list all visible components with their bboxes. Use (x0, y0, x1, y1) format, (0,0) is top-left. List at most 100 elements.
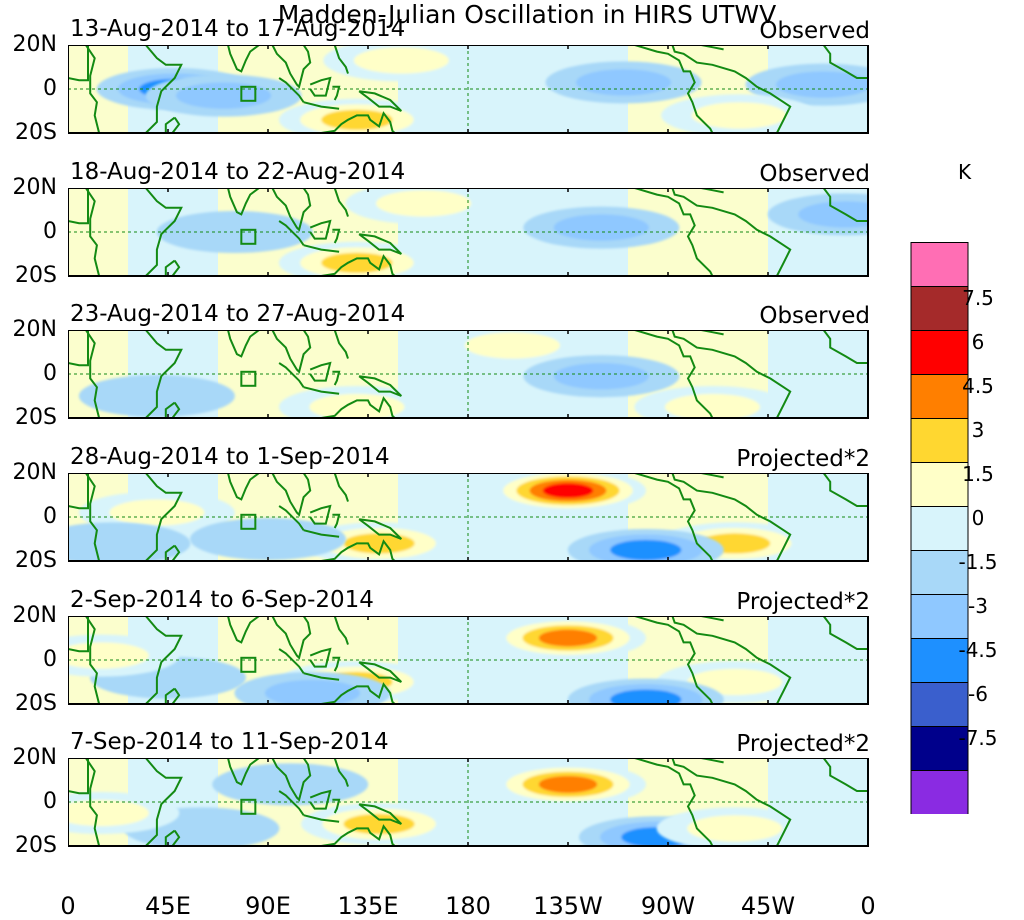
coastline (321, 824, 396, 846)
anomaly-contour (575, 69, 672, 96)
x-tick-label: 0 (60, 892, 76, 920)
colorbar-swatch (910, 330, 969, 375)
colorbar-label: 7.5 (962, 286, 994, 310)
coastline (333, 616, 349, 645)
x-tick-label: 180 (445, 892, 491, 920)
region-box-marker (240, 228, 257, 245)
anomaly-contour (464, 332, 561, 359)
coastline (358, 661, 403, 683)
coastline (634, 330, 714, 418)
coastline (145, 45, 183, 133)
x-tick-label: 45E (145, 892, 191, 920)
anomaly-blob (767, 193, 868, 236)
coastline (219, 473, 260, 501)
anomaly-blob (656, 807, 813, 846)
coastline (145, 330, 183, 418)
coastline (671, 473, 792, 561)
y-tick-label: 0 (43, 219, 57, 244)
coastline (84, 473, 101, 561)
coastline (271, 188, 312, 232)
coastline (309, 647, 332, 668)
anomaly-blob (190, 518, 346, 560)
anomaly-blob (490, 617, 646, 659)
y-tick-label: 0 (43, 76, 57, 101)
coastline (321, 396, 396, 418)
y-tick-label: 20N (12, 603, 57, 628)
coastline (303, 244, 340, 253)
anomaly-blob (145, 74, 302, 117)
colorbar-label: -1.5 (958, 550, 998, 574)
anomaly-contour (610, 689, 682, 704)
coastline (321, 682, 396, 704)
coastline (164, 116, 181, 133)
y-tick-label: 20S (15, 405, 57, 430)
anomaly-contour (553, 214, 649, 241)
coastline (219, 45, 260, 73)
anomaly-blob (567, 529, 724, 561)
coastline (84, 45, 101, 133)
coastline (321, 254, 396, 276)
coastline (634, 188, 714, 276)
anomaly-contour (190, 518, 346, 560)
coastline (164, 259, 181, 276)
coastline (271, 473, 312, 517)
anomaly-blob (68, 522, 191, 561)
coastline (333, 330, 349, 359)
coastline (219, 188, 260, 216)
colorbar-label: -3 (968, 594, 988, 618)
y-tick-label: 0 (43, 647, 57, 672)
region-box-marker (240, 656, 257, 673)
x-tick-label: 0 (860, 892, 876, 920)
anomaly-contour (264, 679, 360, 704)
colorbar-swatch (910, 418, 969, 463)
panel-date-label: 13-Aug-2014 to 17-Aug-2014 (70, 16, 406, 42)
panel-status-label: Observed (759, 161, 870, 187)
coastline (332, 656, 341, 672)
colorbar (910, 242, 969, 814)
colorbar-label: 1.5 (962, 462, 994, 486)
colorbar-swatch (910, 594, 969, 639)
panel-3: 23-Aug-2014 to 27-Aug-2014 Observed 20N 0 20… (0, 300, 1024, 443)
anomaly-contour (691, 102, 787, 129)
y-tick-label: 20N (12, 32, 57, 57)
colorbar-label: -6 (968, 682, 988, 706)
anomaly-contour (542, 483, 594, 499)
colorbar-swatch (910, 682, 969, 727)
coastline (358, 803, 403, 825)
y-tick-label: 20S (15, 548, 57, 573)
panel-status-label: Observed (759, 303, 870, 329)
coastline (332, 798, 341, 814)
colorbar-label: 4.5 (962, 374, 994, 398)
coastline (164, 544, 181, 561)
coastline (332, 370, 341, 386)
heatmap-panel-3 (68, 330, 869, 419)
coastline (84, 616, 101, 704)
anomaly-contour (68, 799, 149, 827)
coastline (671, 758, 792, 846)
anomaly-blob (345, 188, 502, 225)
coastline (822, 45, 868, 79)
coastline (634, 758, 714, 846)
coastline (219, 758, 260, 786)
anomaly-blob (490, 473, 646, 512)
anomaly-contour (664, 393, 760, 418)
coastline (219, 330, 260, 358)
region-box-marker (240, 370, 257, 387)
anomaly-contour (68, 522, 191, 561)
panel-date-label: 2-Sep-2014 to 6-Sep-2014 (70, 587, 374, 613)
colorbar-label: 6 (971, 330, 985, 354)
x-tick-label: 135E (337, 892, 399, 920)
y-tick-label: 20N (12, 745, 57, 770)
heatmap-panel-5 (68, 616, 869, 705)
anomaly-contour (309, 393, 405, 418)
anomaly-blob (661, 94, 818, 133)
anomaly-blob (323, 45, 480, 82)
anomaly-contour (156, 211, 313, 253)
coastline (303, 101, 340, 110)
anomaly-contour (109, 499, 205, 526)
heatmap-panel-6 (68, 758, 869, 847)
coastline (822, 616, 868, 650)
coastline (671, 616, 792, 704)
colorbar-swatch (910, 506, 969, 551)
coastline (358, 90, 403, 112)
